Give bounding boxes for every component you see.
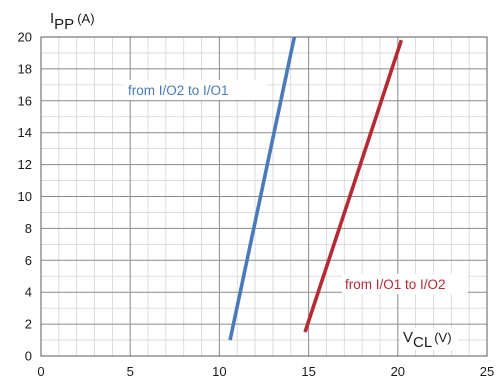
x-axis-title-unit: (V)	[434, 330, 451, 345]
y-axis-title: IPP (A)	[50, 10, 95, 33]
x-tick-label: 10	[212, 364, 226, 379]
y-tick-label: 0	[25, 349, 32, 364]
y-axis-title-main: I	[50, 10, 54, 27]
plot-frame	[40, 36, 488, 357]
x-tick-label: 5	[127, 364, 134, 379]
y-tick-label: 12	[18, 157, 32, 172]
y-tick-label: 8	[25, 221, 32, 236]
x-axis-title-backdrop	[400, 328, 458, 350]
x-axis-title-main: V	[403, 329, 413, 346]
y-tick-label: 10	[18, 189, 32, 204]
series-label-1: from I/O2 to I/O1	[128, 83, 229, 98]
x-tick-label: 25	[480, 364, 494, 379]
series-label-backdrop-1	[124, 80, 267, 100]
x-axis-title: VCL (V)	[403, 329, 452, 351]
y-tick-label: 14	[18, 125, 32, 140]
series-line-1	[228, 36, 297, 341]
y-tick-label: 6	[25, 253, 32, 268]
x-tick-label: 20	[391, 364, 405, 379]
y-tick-label: 20	[18, 30, 32, 45]
y-axis-title-sub: PP	[54, 16, 74, 33]
x-tick-label: 15	[301, 364, 315, 379]
series-line-2	[303, 39, 404, 333]
y-tick-label: 16	[18, 93, 32, 108]
y-tick-label: 4	[25, 285, 32, 300]
x-axis-title-sub: CL	[413, 334, 432, 351]
y-tick-label: 18	[18, 61, 32, 76]
series-lines	[228, 36, 404, 341]
series-label-backdrop-2	[342, 274, 468, 294]
x-tick-label: 0	[37, 364, 44, 379]
y-tick-label: 2	[25, 317, 32, 332]
y-axis-title-unit: (A)	[77, 11, 94, 26]
series-label-2: from I/O1 to I/O2	[345, 277, 446, 292]
tick-labels: 0 5 10 15 20 25 0 2 4 6 8 10 12 14 16 18 20	[18, 30, 495, 380]
